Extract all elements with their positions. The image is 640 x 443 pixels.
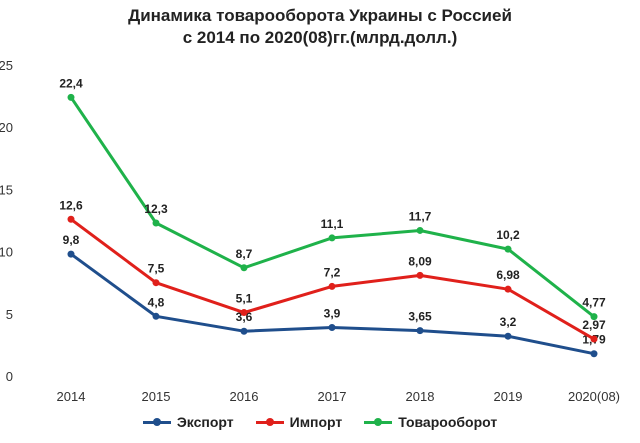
data-point bbox=[504, 332, 512, 340]
data-label: 8,09 bbox=[408, 254, 432, 268]
data-point bbox=[416, 327, 424, 335]
data-label: 3,9 bbox=[324, 306, 341, 320]
data-point bbox=[152, 312, 160, 320]
data-point bbox=[67, 250, 75, 258]
data-label: 6,98 bbox=[496, 268, 520, 282]
y-tick-label: 20 bbox=[0, 120, 13, 135]
x-tick-label: 2015 bbox=[142, 389, 171, 404]
data-point bbox=[416, 226, 424, 234]
x-tick-label: 2018 bbox=[406, 389, 435, 404]
data-point bbox=[67, 215, 75, 223]
y-tick-label: 25 bbox=[0, 58, 13, 73]
data-label: 3,6 bbox=[236, 310, 253, 324]
data-label: 10,2 bbox=[496, 228, 520, 242]
data-point bbox=[152, 279, 160, 287]
data-label: 3,65 bbox=[408, 310, 432, 324]
data-point bbox=[240, 309, 248, 317]
legend-swatch bbox=[142, 418, 171, 426]
legend-item: Импорт bbox=[255, 414, 343, 430]
y-tick-label: 5 bbox=[6, 307, 13, 322]
data-label: 5,1 bbox=[236, 292, 253, 306]
legend-item: Экспорт bbox=[142, 414, 234, 430]
y-tick-label: 15 bbox=[0, 182, 13, 197]
x-tick-label: 2014 bbox=[57, 389, 86, 404]
x-tick-label: 2019 bbox=[494, 389, 523, 404]
data-label: 11,7 bbox=[409, 209, 432, 223]
data-label: 8,7 bbox=[236, 247, 253, 261]
data-label: 12,3 bbox=[144, 202, 168, 216]
data-point bbox=[504, 245, 512, 253]
legend-marker bbox=[265, 418, 274, 426]
data-point bbox=[504, 285, 512, 293]
data-point bbox=[416, 271, 424, 279]
data-label: 12,6 bbox=[59, 198, 83, 212]
legend-swatch bbox=[364, 418, 393, 426]
legend-marker bbox=[152, 418, 161, 426]
data-point bbox=[328, 323, 336, 331]
data-point bbox=[590, 313, 598, 321]
data-label: 3,2 bbox=[500, 315, 517, 329]
data-label: 7,2 bbox=[324, 265, 341, 279]
x-tick-label: 2017 bbox=[318, 389, 347, 404]
legend-swatch bbox=[255, 418, 284, 426]
data-point bbox=[67, 93, 75, 101]
data-point bbox=[590, 335, 598, 343]
y-tick-label: 10 bbox=[0, 245, 13, 260]
data-label: 2,97 bbox=[582, 318, 606, 332]
data-label: 11,1 bbox=[321, 217, 344, 231]
data-point bbox=[240, 264, 248, 272]
x-tick-label: 2020(08) bbox=[568, 389, 620, 404]
chart-title: Динамика товарооборота Украины с Россией bbox=[128, 6, 512, 25]
data-point bbox=[328, 234, 336, 242]
data-point bbox=[328, 282, 336, 290]
data-label: 22,4 bbox=[59, 76, 83, 90]
chart-subtitle: с 2014 по 2020(08)гг.(млрд.долл.) bbox=[182, 28, 458, 47]
x-tick-label: 2016 bbox=[230, 389, 259, 404]
legend-label: Экспорт bbox=[176, 414, 234, 430]
data-label: 4,8 bbox=[148, 295, 165, 309]
data-point bbox=[152, 219, 160, 227]
legend-label: Товарооборот bbox=[398, 414, 498, 430]
data-point bbox=[240, 327, 248, 335]
data-label: 9,8 bbox=[63, 233, 80, 247]
data-label: 4,77 bbox=[582, 296, 606, 310]
legend-label: Импорт bbox=[289, 414, 343, 430]
chart-legend: Экспорт Импорт Товарооборот bbox=[0, 414, 640, 430]
legend-item: Товарооборот bbox=[364, 414, 497, 430]
data-label: 7,5 bbox=[148, 262, 165, 276]
legend-marker bbox=[374, 418, 383, 426]
data-point bbox=[590, 350, 598, 358]
y-tick-label: 0 bbox=[6, 369, 13, 384]
